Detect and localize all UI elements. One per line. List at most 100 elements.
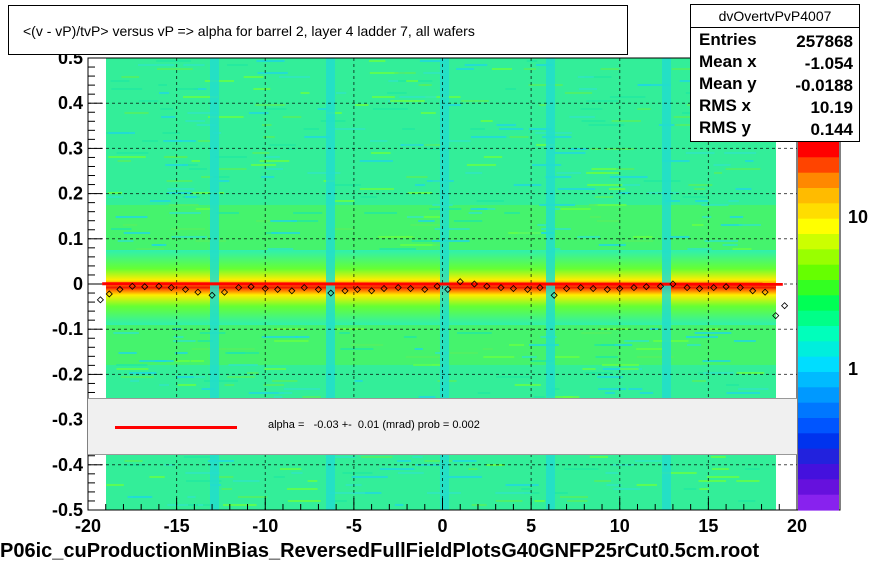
heatmap-cell <box>187 112 218 114</box>
heatmap-cell <box>287 500 321 502</box>
heatmap-cell <box>406 216 443 218</box>
heatmap-cell <box>738 500 756 502</box>
heatmap-cell <box>263 136 275 138</box>
heatmap-cell <box>165 164 189 166</box>
heatmap-cell <box>227 64 248 66</box>
heatmap-cell <box>724 152 757 154</box>
heatmap-cell <box>713 164 731 166</box>
heatmap-cell <box>123 232 151 234</box>
stats-value: 0.144 <box>810 120 853 139</box>
heatmap-cell <box>636 484 657 486</box>
heatmap-cell <box>637 108 651 110</box>
heatmap-cell <box>248 112 269 114</box>
heatmap-cell <box>692 224 704 226</box>
heatmap-cell <box>446 140 471 142</box>
colorbar-segment <box>798 387 839 404</box>
heatmap-cell <box>726 384 739 386</box>
profile-point <box>761 288 769 296</box>
heatmap-cell <box>597 376 623 378</box>
heatmap-cell <box>476 200 504 202</box>
heatmap-cell <box>142 140 158 142</box>
heatmap-cell <box>407 192 432 194</box>
heatmap-cell <box>213 176 230 178</box>
heatmap-cell <box>360 196 377 198</box>
stats-row-mean-y: Mean y -0.0188 <box>691 72 859 95</box>
heatmap-cell <box>378 236 413 238</box>
heatmap-cell <box>581 332 612 334</box>
heatmap-cell <box>266 108 287 110</box>
heatmap-cell <box>158 84 167 86</box>
heatmap-cell <box>699 488 709 490</box>
heatmap-cell <box>173 336 184 338</box>
heatmap-cell <box>674 124 693 126</box>
heatmap-cell <box>188 504 198 506</box>
heatmap-cell <box>167 192 197 194</box>
heatmap-cell <box>679 80 696 82</box>
profile-point <box>444 285 452 293</box>
heatmap-cell <box>352 492 382 494</box>
fit-legend: alpha = -0.03 +- 0.01 (mrad) prob = 0.00… <box>88 398 797 455</box>
heatmap-cell <box>262 124 272 126</box>
profile-point <box>167 284 175 292</box>
heatmap-cell <box>466 164 496 166</box>
heatmap-cell <box>468 468 478 470</box>
heatmap-cell <box>545 396 573 398</box>
heatmap-cell <box>212 476 234 478</box>
heatmap-cell <box>694 188 706 190</box>
profile-point <box>642 283 650 291</box>
heatmap-cell <box>477 392 491 394</box>
heatmap-cell <box>261 336 298 338</box>
heatmap-cell <box>307 480 318 482</box>
heatmap-cell <box>151 244 167 246</box>
heatmap-cell <box>183 456 216 458</box>
profile-point <box>616 284 624 293</box>
heatmap-cell <box>185 196 197 198</box>
heatmap-cell <box>248 392 285 394</box>
heatmap-cell <box>164 464 175 466</box>
heatmap-cell <box>605 392 615 394</box>
heatmap-cell <box>586 100 618 102</box>
profile-point <box>483 282 491 290</box>
heatmap-cell <box>567 500 588 502</box>
heatmap-cell <box>480 120 493 122</box>
heatmap-cell <box>588 124 625 126</box>
profile-point <box>433 282 441 290</box>
heatmap-cell <box>613 488 641 490</box>
heatmap-cell <box>207 460 234 462</box>
heatmap-cell <box>394 504 404 506</box>
heatmap-cell <box>445 476 482 478</box>
heatmap-cell <box>702 360 731 362</box>
heatmap-cell <box>171 236 208 238</box>
colorbar-segment <box>798 464 839 480</box>
heatmap-cell <box>639 392 654 394</box>
heatmap-cell <box>594 204 627 206</box>
stats-box: dvOvertvPvP4007 Entries 257868 Mean x -1… <box>690 4 860 142</box>
stats-label: Entries <box>699 30 757 49</box>
heatmap-cell <box>340 348 374 350</box>
colorbar-segment <box>798 356 839 373</box>
heatmap-cell <box>432 240 470 242</box>
colorbar-segment <box>798 218 839 235</box>
heatmap-cell <box>185 472 220 474</box>
heatmap-cell <box>204 80 234 82</box>
profile-point <box>274 285 282 293</box>
heatmap-cell <box>253 88 271 90</box>
stats-row-rms-y: RMS y 0.144 <box>691 116 859 139</box>
heatmap-cell <box>149 476 165 478</box>
heatmap-cell <box>390 100 425 102</box>
heatmap-cell <box>263 384 285 386</box>
heatmap-cell <box>413 364 443 366</box>
heatmap-cell <box>255 104 286 106</box>
heatmap-cell <box>534 500 545 502</box>
heatmap-cell <box>117 240 134 242</box>
profile-point <box>710 284 718 292</box>
colorbar-segment <box>798 418 839 434</box>
colorbar-segment <box>798 372 839 388</box>
heatmap-cell <box>333 184 361 186</box>
heatmap-cell <box>486 464 505 466</box>
heatmap-cell <box>257 72 288 74</box>
heatmap-cell <box>580 108 603 110</box>
heatmap-cell <box>124 112 149 114</box>
heatmap-cell <box>504 212 520 214</box>
heatmap-cell <box>465 172 483 174</box>
